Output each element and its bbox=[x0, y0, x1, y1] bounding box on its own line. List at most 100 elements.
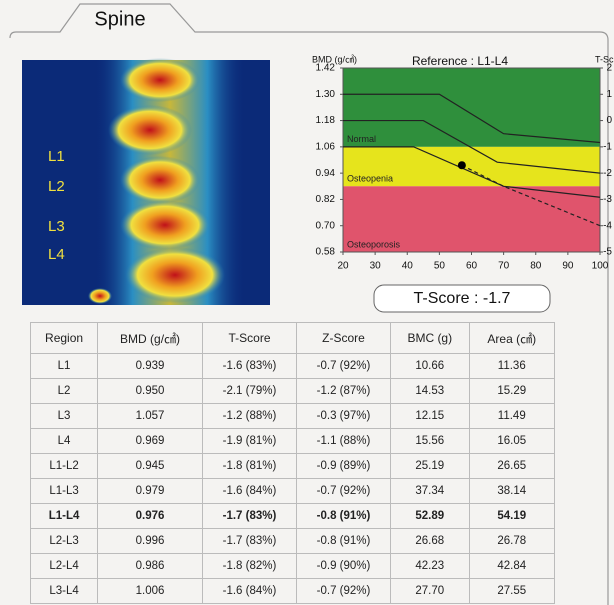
zone-label: Osteopenia bbox=[347, 174, 393, 184]
zone-label: Normal bbox=[347, 134, 376, 144]
table-cell: 15.29 bbox=[469, 379, 554, 404]
y-tick-label: 1.42 bbox=[316, 63, 336, 74]
y2-tick-label: -2 bbox=[603, 168, 612, 179]
table-cell: 42.23 bbox=[391, 554, 470, 579]
y2-tick-label: -3 bbox=[603, 194, 612, 205]
table-cell: 38.14 bbox=[469, 479, 554, 504]
table-cell: 12.15 bbox=[391, 404, 470, 429]
x-tick-label: 70 bbox=[498, 261, 510, 272]
y-tick-label: 1.30 bbox=[316, 89, 336, 100]
table-cell: L2-L4 bbox=[31, 554, 98, 579]
table-cell: 0.969 bbox=[98, 429, 203, 454]
page: Spine T-Score : -1.7 L1L2L3L4NormalOsteo… bbox=[0, 0, 614, 605]
table-cell: -1.8 (81%) bbox=[202, 454, 296, 479]
y-tick-label: 1.18 bbox=[316, 115, 336, 126]
header-cell: Z-Score bbox=[297, 323, 391, 354]
table-cell: -1.6 (83%) bbox=[202, 354, 296, 379]
table-cell: 0.939 bbox=[98, 354, 203, 379]
y2-tick-label: 0 bbox=[606, 115, 612, 126]
vertebra-label: L3 bbox=[48, 218, 65, 235]
table-cell: -0.9 (90%) bbox=[297, 554, 391, 579]
table-cell: -1.1 (88%) bbox=[297, 429, 391, 454]
y2-tick-label: -5 bbox=[603, 247, 612, 258]
x-tick-label: 20 bbox=[337, 261, 349, 272]
table-cell: L2-L3 bbox=[31, 529, 98, 554]
table-cell: 0.986 bbox=[98, 554, 203, 579]
x-tick-label: 40 bbox=[402, 261, 414, 272]
y-tick-label: 0.70 bbox=[316, 220, 336, 231]
header-row: RegionBMD (g/㎠)T-ScoreZ-ScoreBMC (g)Area… bbox=[31, 323, 555, 354]
header-cell: T-Score bbox=[202, 323, 296, 354]
table-cell: 25.19 bbox=[391, 454, 470, 479]
y-tick-label: 0.94 bbox=[316, 168, 336, 179]
chart-title: Reference : L1-L4 bbox=[412, 54, 508, 68]
zone-label: Osteoporosis bbox=[347, 239, 401, 249]
x-tick-label: 90 bbox=[562, 261, 574, 272]
table-cell: -0.8 (91%) bbox=[297, 504, 391, 529]
table-cell: 27.70 bbox=[391, 579, 470, 604]
table-cell: -1.7 (83%) bbox=[202, 504, 296, 529]
table-cell: 14.53 bbox=[391, 379, 470, 404]
table-cell: 0.976 bbox=[98, 504, 203, 529]
table-cell: -0.8 (91%) bbox=[297, 529, 391, 554]
zone bbox=[343, 68, 600, 147]
table-cell: -0.3 (97%) bbox=[297, 404, 391, 429]
header-cell: BMD (g/㎠) bbox=[98, 323, 203, 354]
table-cell: -0.7 (92%) bbox=[297, 579, 391, 604]
tab-title: Spine bbox=[94, 8, 145, 30]
x-tick-label: 30 bbox=[370, 261, 382, 272]
table-cell: -1.2 (87%) bbox=[297, 379, 391, 404]
t-score-result: T-Score : -1.7 bbox=[414, 290, 511, 307]
vertebra-label: L2 bbox=[48, 178, 65, 195]
table-cell: L1-L4 bbox=[31, 504, 98, 529]
table-cell: L2 bbox=[31, 379, 98, 404]
table-cell: 0.996 bbox=[98, 529, 203, 554]
x-tick-label: 60 bbox=[466, 261, 478, 272]
table-cell: 26.68 bbox=[391, 529, 470, 554]
table-cell: 26.65 bbox=[469, 454, 554, 479]
table-cell: -1.6 (84%) bbox=[202, 579, 296, 604]
y-tick-label: 1.06 bbox=[316, 141, 336, 152]
table-cell: 0.950 bbox=[98, 379, 203, 404]
header-cell: Region bbox=[31, 323, 98, 354]
table-cell: 11.49 bbox=[469, 404, 554, 429]
table-cell: -1.6 (84%) bbox=[202, 479, 296, 504]
table-cell: L1-L2 bbox=[31, 454, 98, 479]
table-cell: L3 bbox=[31, 404, 98, 429]
table-cell: -2.1 (79%) bbox=[202, 379, 296, 404]
table-cell: 15.56 bbox=[391, 429, 470, 454]
table-cell: 1.057 bbox=[98, 404, 203, 429]
patient-point bbox=[458, 161, 466, 169]
table-cell: 52.89 bbox=[391, 504, 470, 529]
table-cell: -0.9 (89%) bbox=[297, 454, 391, 479]
vertebra-label: L4 bbox=[48, 246, 65, 263]
header-cell: BMC (g) bbox=[391, 323, 470, 354]
y2-tick-label: -4 bbox=[603, 220, 612, 231]
table-cell: 42.84 bbox=[469, 554, 554, 579]
table-cell: L3-L4 bbox=[31, 579, 98, 604]
x-tick-label: 50 bbox=[434, 261, 446, 272]
table-cell: -1.2 (88%) bbox=[202, 404, 296, 429]
y2-tick-label: 1 bbox=[606, 89, 612, 100]
header-cell: Area (㎠) bbox=[469, 323, 554, 354]
table-cell: 0.979 bbox=[98, 479, 203, 504]
table-cell: -1.7 (83%) bbox=[202, 529, 296, 554]
table-cell: -0.7 (92%) bbox=[297, 479, 391, 504]
table-cell: L1-L3 bbox=[31, 479, 98, 504]
table-cell: 0.945 bbox=[98, 454, 203, 479]
table-cell: L4 bbox=[31, 429, 98, 454]
table-cell: -0.7 (92%) bbox=[297, 354, 391, 379]
table-cell: L1 bbox=[31, 354, 98, 379]
table-cell: 1.006 bbox=[98, 579, 203, 604]
y-tick-label: 0.58 bbox=[316, 247, 336, 258]
table-cell: 10.66 bbox=[391, 354, 470, 379]
